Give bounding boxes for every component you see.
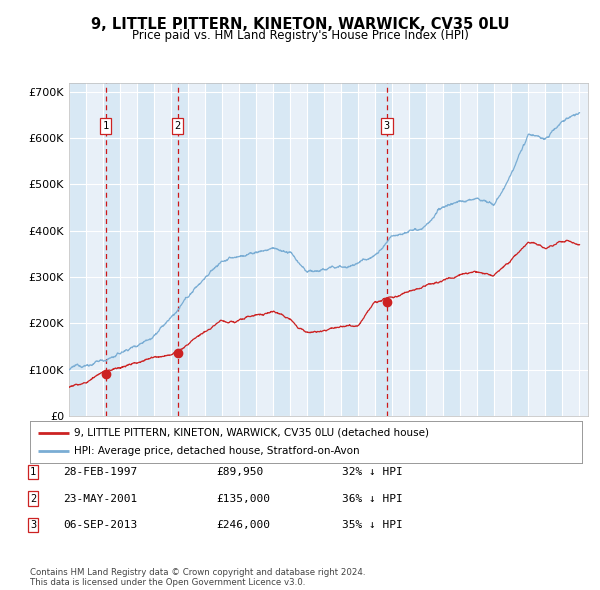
Bar	[375, 83, 392, 416]
Text: 1: 1	[30, 467, 36, 477]
Bar	[341, 83, 358, 416]
Text: 2: 2	[175, 121, 181, 131]
Text: 9, LITTLE PITTERN, KINETON, WARWICK, CV35 0LU (detached house): 9, LITTLE PITTERN, KINETON, WARWICK, CV3…	[74, 428, 429, 438]
Text: HPI: Average price, detached house, Stratford-on-Avon: HPI: Average price, detached house, Stra…	[74, 446, 360, 456]
Bar	[239, 83, 256, 416]
Bar	[171, 83, 188, 416]
Text: 3: 3	[384, 121, 390, 131]
Text: £89,950: £89,950	[216, 467, 263, 477]
Text: 36% ↓ HPI: 36% ↓ HPI	[342, 494, 403, 503]
Bar	[443, 83, 460, 416]
Bar	[307, 83, 324, 416]
Text: 3: 3	[30, 520, 36, 530]
Text: £246,000: £246,000	[216, 520, 270, 530]
Text: 9, LITTLE PITTERN, KINETON, WARWICK, CV35 0LU: 9, LITTLE PITTERN, KINETON, WARWICK, CV3…	[91, 17, 509, 31]
Text: 32% ↓ HPI: 32% ↓ HPI	[342, 467, 403, 477]
Text: 35% ↓ HPI: 35% ↓ HPI	[342, 520, 403, 530]
Text: Contains HM Land Registry data © Crown copyright and database right 2024.
This d: Contains HM Land Registry data © Crown c…	[30, 568, 365, 587]
Bar	[511, 83, 529, 416]
Text: £135,000: £135,000	[216, 494, 270, 503]
Text: Price paid vs. HM Land Registry's House Price Index (HPI): Price paid vs. HM Land Registry's House …	[131, 30, 469, 42]
Text: 1: 1	[103, 121, 109, 131]
Bar	[545, 83, 562, 416]
Bar	[103, 83, 120, 416]
Text: 2: 2	[30, 494, 36, 503]
Bar	[409, 83, 427, 416]
Bar	[69, 83, 86, 416]
Bar	[137, 83, 154, 416]
Text: 23-MAY-2001: 23-MAY-2001	[63, 494, 137, 503]
Bar	[273, 83, 290, 416]
Bar	[478, 83, 494, 416]
Text: 28-FEB-1997: 28-FEB-1997	[63, 467, 137, 477]
Bar	[205, 83, 222, 416]
Text: 06-SEP-2013: 06-SEP-2013	[63, 520, 137, 530]
